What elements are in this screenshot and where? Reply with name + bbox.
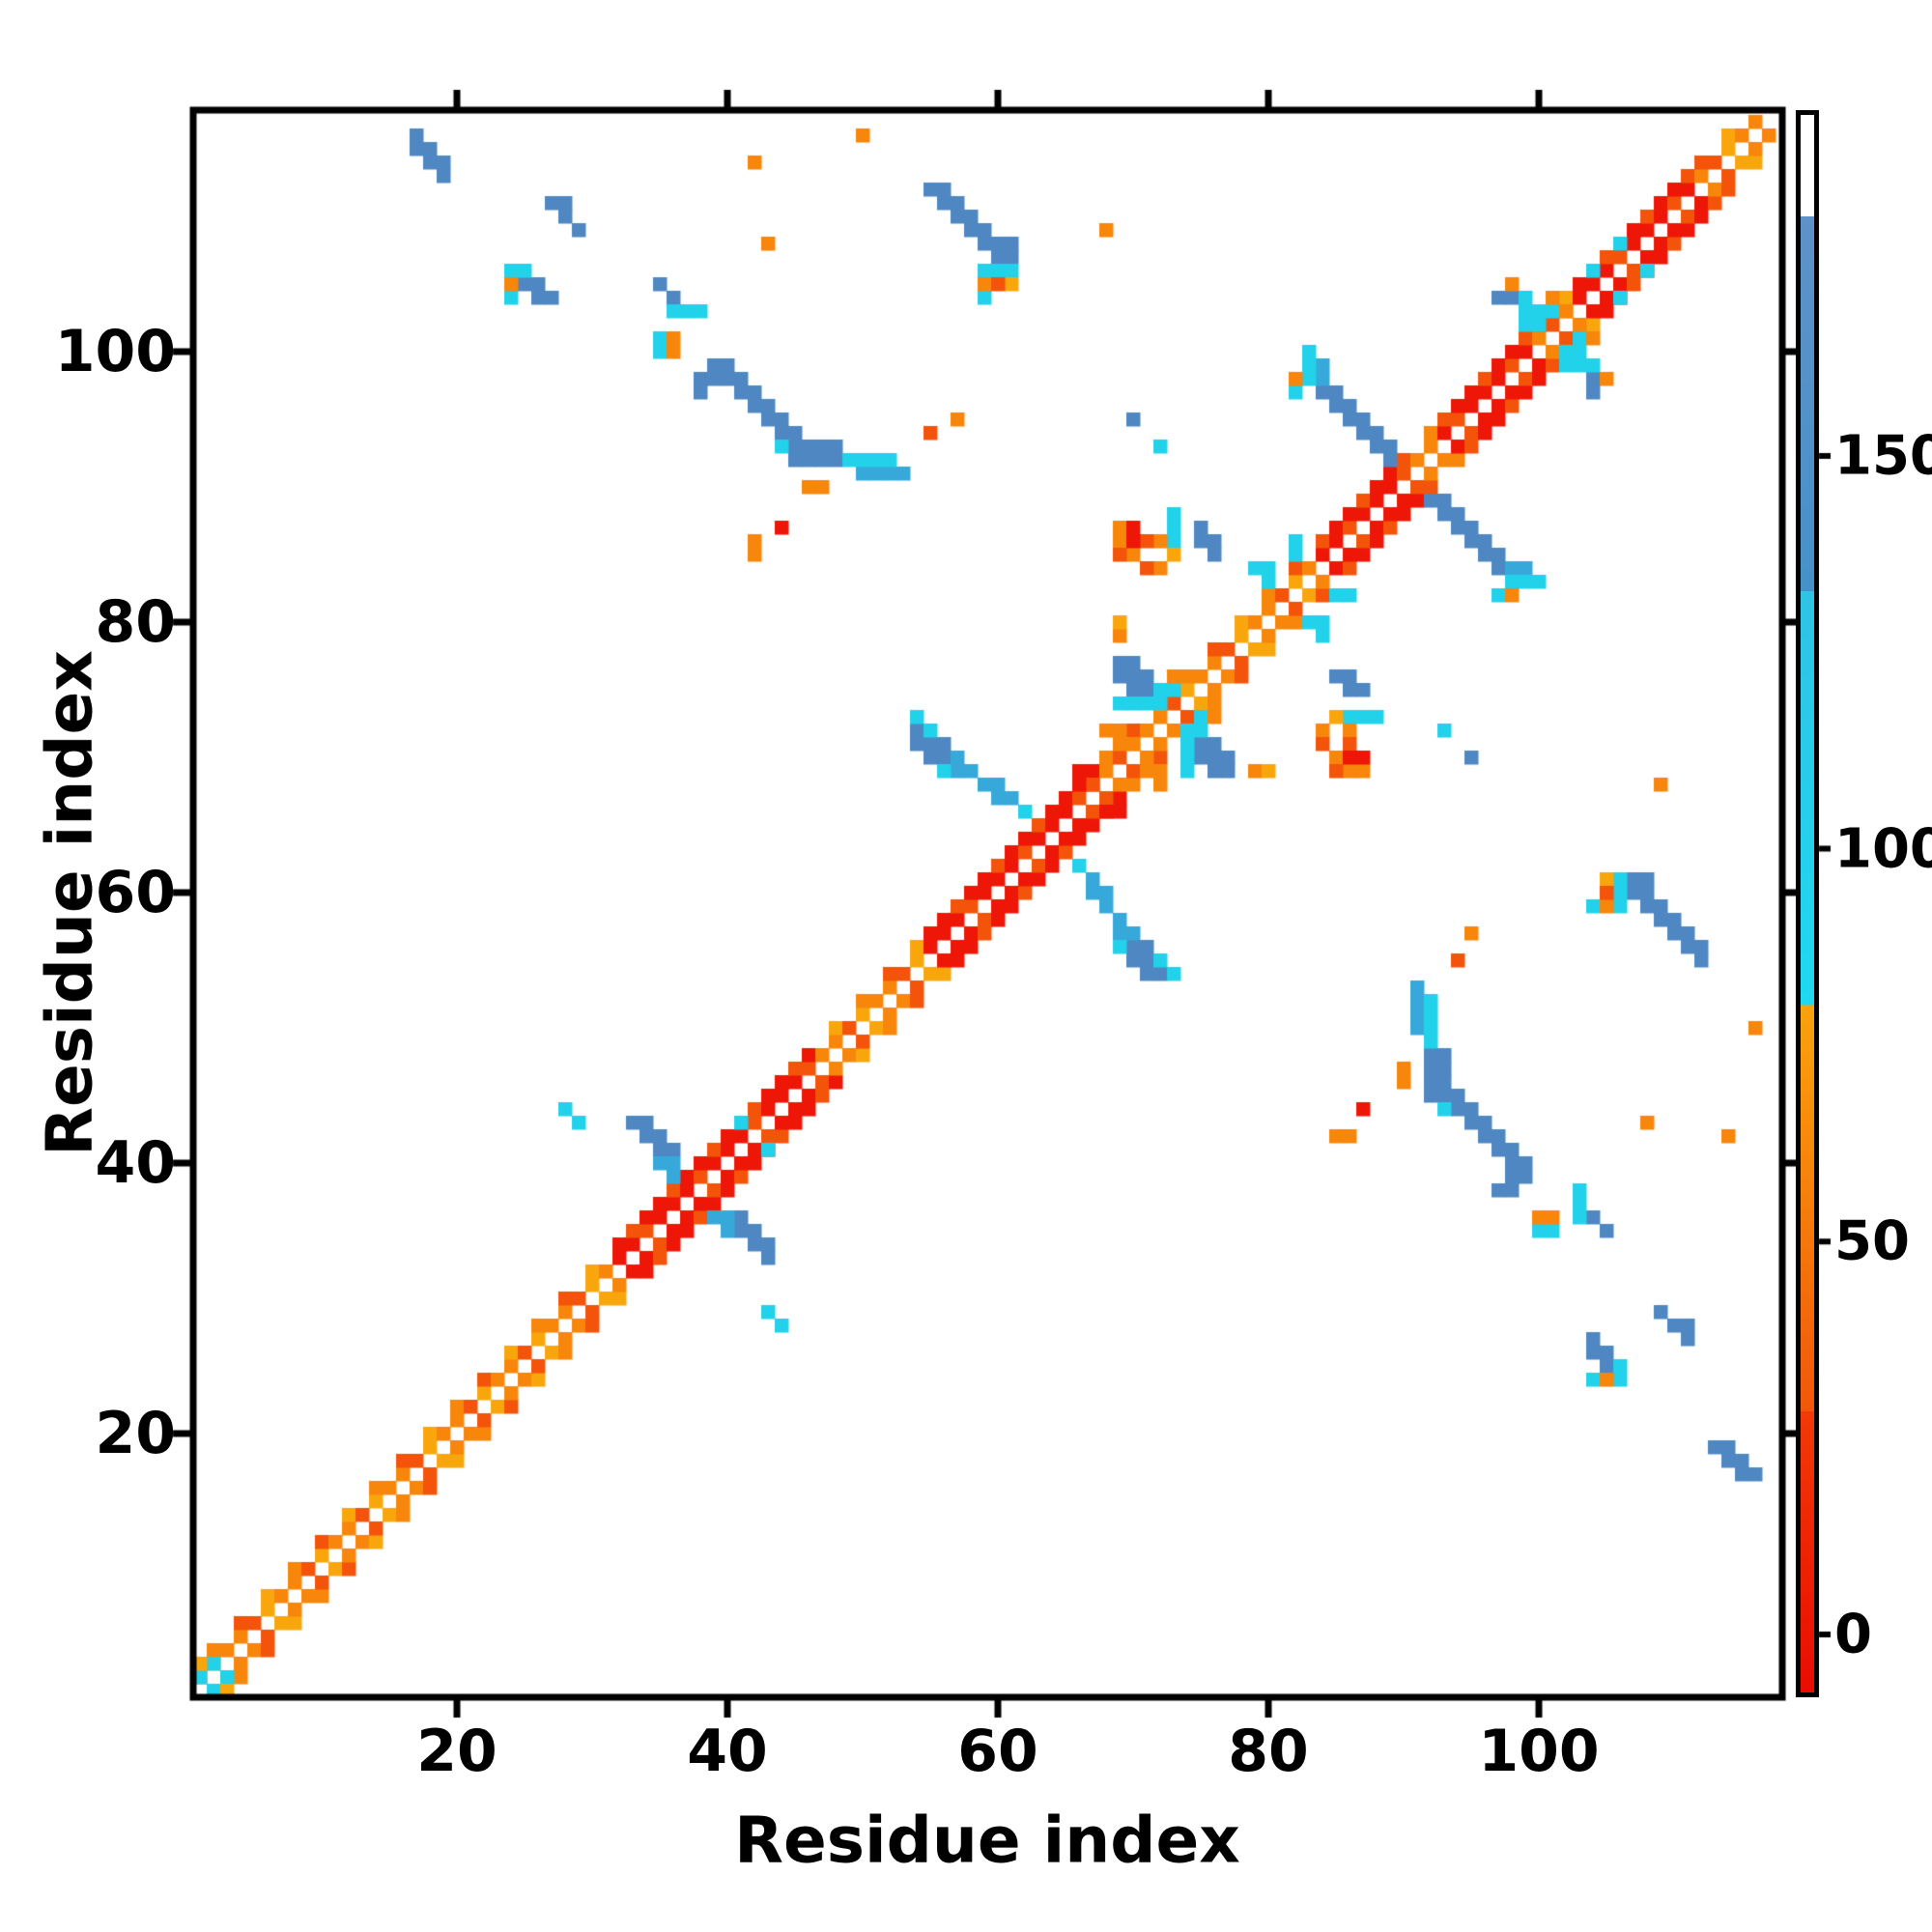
y-tick-label-80: 80 (95, 588, 177, 656)
colorbar-tick-label-0: 0 (1834, 1603, 1872, 1666)
colorbar-tick-label-50: 50 (1834, 1209, 1910, 1273)
y-tick-label-40: 40 (95, 1129, 177, 1197)
y-tick-label-100: 100 (54, 318, 176, 385)
x-tick-label-80: 80 (1228, 1718, 1309, 1785)
x-axis-label: Residue index (734, 1803, 1240, 1878)
x-tick-label-40: 40 (687, 1718, 768, 1785)
y-tick-label-20: 20 (95, 1400, 177, 1467)
y-tick-label-60: 60 (95, 859, 177, 926)
x-tick-label-100: 100 (1478, 1718, 1600, 1785)
colorbar-tick-label-150: 150 (1834, 424, 1932, 488)
colorbar-tick-label-100: 100 (1834, 817, 1932, 881)
x-tick-label-60: 60 (957, 1718, 1038, 1785)
colorbar (1796, 110, 1819, 1697)
x-tick-label-20: 20 (416, 1718, 497, 1785)
